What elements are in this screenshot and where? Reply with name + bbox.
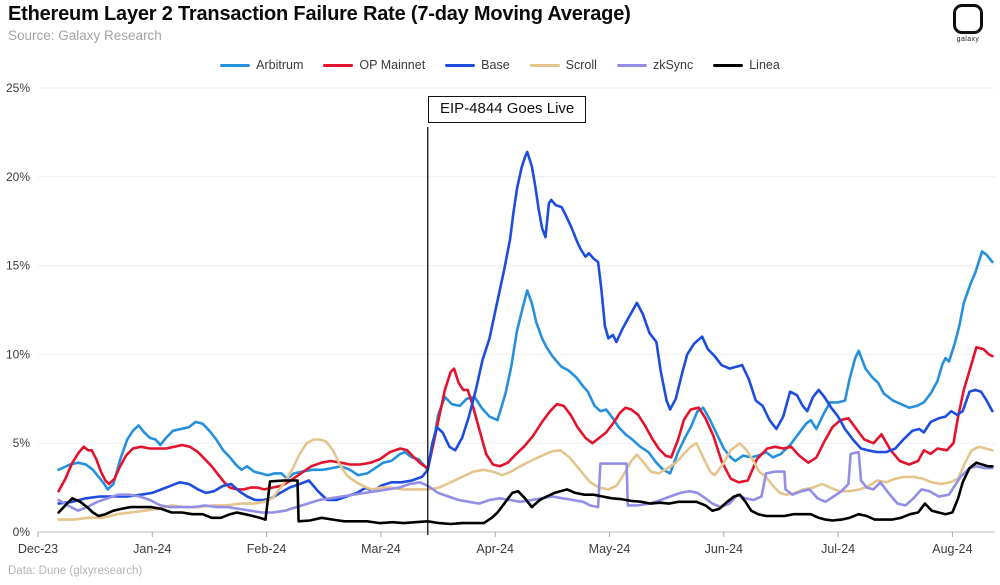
y-axis-label: 0% (13, 525, 31, 539)
x-axis-label: Apr-24 (476, 542, 514, 556)
x-axis-label: Jul-24 (821, 542, 855, 556)
legend-swatch-icon (220, 63, 251, 67)
x-axis-label: Dec-23 (18, 542, 58, 556)
y-axis-label: 25% (6, 81, 30, 95)
legend-swatch-icon (445, 63, 476, 67)
legend-label: zkSync (652, 58, 694, 72)
legend-label: Scroll (565, 58, 597, 72)
legend-item-zksync: zkSync (616, 58, 694, 72)
legend-swatch-icon (616, 63, 647, 67)
x-axis-label: Jan-24 (133, 542, 171, 556)
legend-swatch-icon (323, 63, 354, 67)
series-line-zksync (57, 450, 994, 514)
legend-label: Arbitrum (256, 58, 304, 72)
x-axis-label: Mar-24 (361, 542, 401, 556)
x-axis-label: Jun-24 (705, 542, 743, 556)
galaxy-logo: galaxy (948, 4, 988, 43)
series-line-base (57, 150, 994, 505)
y-axis-label: 20% (6, 170, 30, 184)
legend-item-arbitrum: Arbitrum (220, 58, 303, 72)
page-title: Ethereum Layer 2 Transaction Failure Rat… (8, 3, 631, 25)
legend-swatch-icon (713, 63, 744, 67)
annotation-eip4844-box: EIP-4844 Goes Live (428, 96, 587, 123)
series-line-op-mainnet (57, 345, 994, 493)
y-axis-label: 15% (6, 259, 30, 273)
x-axis-label: May-24 (589, 542, 631, 556)
legend-label: Linea (749, 58, 780, 72)
series-line-arbitrum (57, 250, 994, 491)
galaxy-logo-icon (953, 4, 983, 34)
y-axis-label: 5% (13, 436, 31, 450)
data-credit-label: Data: Dune (glxyresearch) (8, 565, 143, 577)
legend-item-scroll: Scroll (529, 58, 597, 72)
x-axis-label: Feb-24 (247, 542, 287, 556)
legend-swatch-icon (529, 63, 560, 67)
y-axis-label: 10% (6, 347, 30, 361)
galaxy-logo-word: galaxy (956, 36, 980, 43)
x-axis-label: Aug-24 (932, 542, 972, 556)
legend-item-base: Base (445, 58, 510, 72)
source-label: Source: Galaxy Research (8, 28, 162, 43)
legend-item-linea: Linea (713, 58, 780, 72)
chart-legend: Arbitrum OP Mainnet Base Scroll zkSync Linea (0, 58, 1000, 72)
series-line-linea (57, 461, 994, 526)
series-line-scroll (57, 438, 994, 521)
legend-label: OP Mainnet (359, 58, 426, 72)
legend-label: Base (481, 58, 510, 72)
legend-item-op-mainnet: OP Mainnet (323, 58, 425, 72)
